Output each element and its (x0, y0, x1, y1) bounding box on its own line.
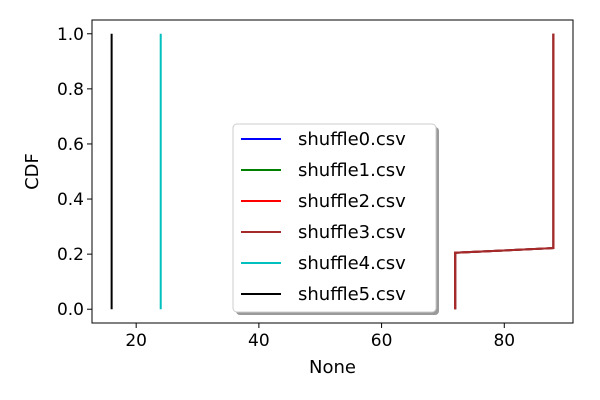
series-line-2 (454, 33, 555, 310)
x-tick-label: 20 (125, 331, 147, 351)
legend-entry: shuffle0.csv (298, 129, 406, 150)
y-tick-label: 0.6 (57, 135, 84, 155)
y-tick-label: 0.2 (57, 245, 84, 265)
legend-entry: shuffle4.csv (298, 253, 406, 274)
legend-box (232, 123, 437, 313)
y-tick-label: 0.4 (57, 190, 84, 210)
series-line-1 (454, 33, 555, 310)
x-tick-label: 60 (371, 331, 393, 351)
x-tick-label: 40 (248, 331, 270, 351)
legend-entry: shuffle5.csv (298, 284, 406, 305)
plot-frame (91, 19, 574, 324)
y-axis: 0.0 0.2 0.4 0.6 0.8 1.0 (57, 25, 92, 320)
legend-entry: shuffle1.csv (298, 160, 406, 181)
y-tick-label: 0.8 (57, 80, 84, 100)
y-tick-label: 1.0 (57, 25, 84, 45)
series-line-3 (454, 33, 555, 310)
x-axis-label: None (309, 357, 356, 378)
legend: shuffle0.csv shuffle1.csv shuffle2.csv shuf… (232, 123, 439, 315)
legend-entry: shuffle3.csv (298, 222, 406, 243)
series-layer (110, 33, 555, 310)
y-axis-label: CDF (22, 153, 43, 190)
y-tick-label: 0.0 (57, 300, 84, 320)
series-line-0 (454, 33, 555, 310)
legend-entry: shuffle2.csv (298, 191, 406, 212)
x-axis: 20 40 60 80 (125, 323, 515, 351)
x-tick-label: 80 (493, 331, 515, 351)
